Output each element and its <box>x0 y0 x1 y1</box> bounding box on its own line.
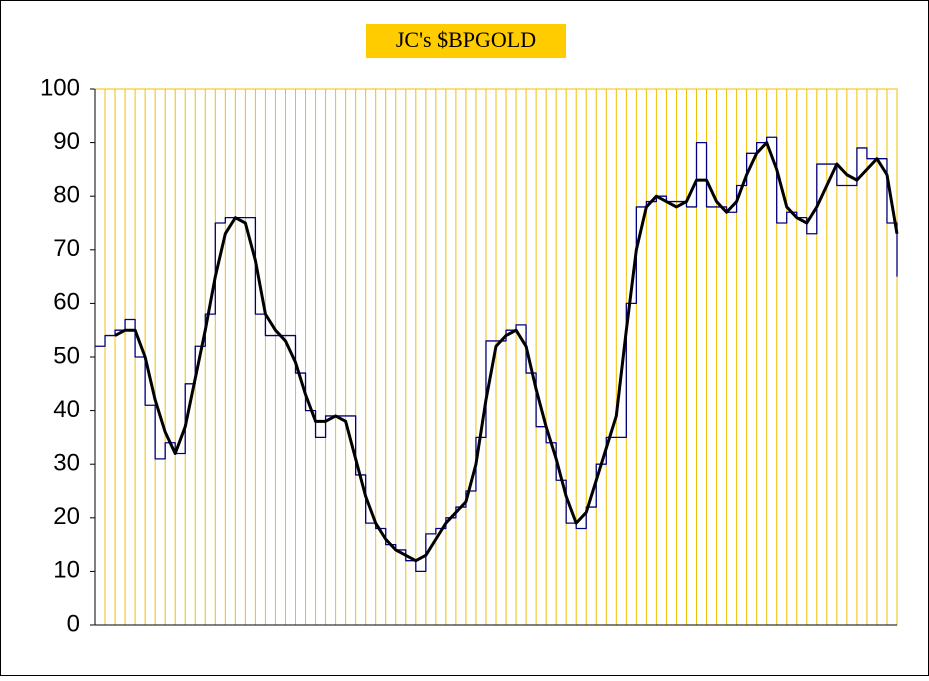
y-tick-label: 40 <box>53 396 80 423</box>
chart-title: JC's $BPGOLD <box>396 27 536 52</box>
y-tick-label: 50 <box>53 342 80 369</box>
series-line <box>114 141 899 563</box>
y-tick-label: 10 <box>53 557 80 584</box>
y-tick-label: 20 <box>53 503 80 530</box>
y-tick-label: 30 <box>53 450 80 477</box>
title-box <box>366 24 566 58</box>
y-tick-label: 60 <box>53 289 80 316</box>
y-tick-label: 80 <box>53 182 80 209</box>
y-tick-label: 0 <box>67 610 80 637</box>
y-tick-label: 70 <box>53 235 80 262</box>
y-tick-label: 90 <box>53 128 80 155</box>
y-tick-label: 100 <box>40 74 80 101</box>
